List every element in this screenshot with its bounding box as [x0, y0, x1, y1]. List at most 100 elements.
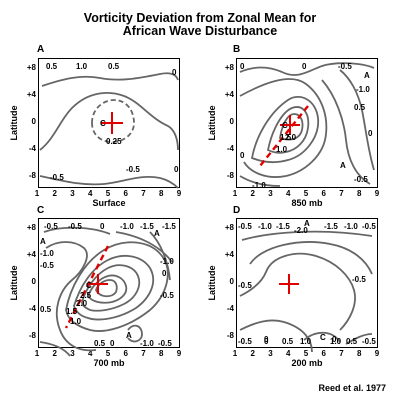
panel-c-xtick: 8 — [159, 349, 164, 358]
panel-b-contour-label: A — [340, 161, 346, 170]
panel-b-ytick: -4 — [226, 144, 234, 153]
panel-c-contour-label: 1.0 — [70, 317, 82, 326]
panel-b-contour-label: 0 — [240, 151, 245, 160]
panel-b-contour-label: 0 — [240, 62, 245, 71]
panel-a-contour-label: 0.5 — [108, 62, 120, 71]
panel-d-ytick: -8 — [226, 331, 234, 340]
panel-c-contour-label: -0.5 — [44, 222, 58, 231]
panel-c-xtick: 5 — [105, 349, 111, 358]
panel-b-ytick: +8 — [224, 63, 234, 72]
panel-b-xtick: 1 — [232, 189, 238, 198]
panel-d-contour-label: -0.5 — [362, 222, 376, 231]
panel-d-contour-label: -1.0 — [258, 222, 272, 231]
panel-d-contour-label: -0.5 — [238, 281, 252, 290]
panel-c-contour-label: -1.5 — [162, 222, 176, 231]
panel-b-contour-label: A — [364, 71, 370, 80]
panel-a-xtick: 9 — [176, 189, 182, 198]
panel-d-contour-label: 0.5 — [282, 337, 294, 346]
panel-c-xtick: 3 — [70, 349, 75, 358]
panel-a-xtick: 5 — [105, 189, 111, 198]
panel-b-letter: B — [233, 44, 241, 55]
citation-credit: Reed et al. 1977 — [318, 383, 386, 393]
panel-b-xtick: 8 — [357, 189, 362, 198]
panel-c-xtick: 6 — [123, 349, 128, 358]
panel-b-contour-label: C — [282, 121, 288, 130]
panel-c-contour-label: C — [86, 281, 92, 290]
panel-c-ytick: 0 — [31, 277, 36, 286]
panel-c-contour-label: 0 — [110, 339, 115, 348]
panel-d-contour-label: -1.0 — [344, 222, 358, 231]
panel-c-contour-label: 0 — [162, 269, 167, 278]
panel-b-ytick: -8 — [226, 171, 234, 180]
panel-a-letter: A — [37, 44, 45, 55]
panel-d-xtick: 1 — [232, 349, 238, 358]
panel-d-contour-label: A — [304, 219, 310, 228]
panel-c-contour-label: A — [40, 237, 46, 246]
panel-b-xtick: 3 — [268, 189, 273, 198]
panel-d-ytick: +4 — [224, 250, 234, 259]
panel-c-ytick: +4 — [26, 250, 36, 259]
panel-c-contour-label: -0.5 — [160, 291, 174, 300]
panel-d-letter: D — [233, 205, 241, 216]
panel-b-ytick: +4 — [224, 90, 234, 99]
panel-a-frame — [38, 58, 180, 188]
figure-title-line-2: African Wave Disturbance — [122, 24, 278, 38]
panel-a-level: Surface — [92, 198, 126, 208]
panel-b-contour-label: -1.0 — [252, 181, 266, 190]
panel-a-contours — [39, 72, 179, 189]
panel-a-ytick: +8 — [26, 63, 36, 72]
panel-a-xtick: 1 — [34, 189, 40, 198]
panel-a-xtick: 6 — [123, 189, 128, 198]
panel-c-contour-label: 0.5 — [40, 305, 52, 314]
panel-d-ytick: +8 — [224, 223, 234, 232]
panel-b-xtick: 5 — [303, 189, 309, 198]
panel-d-xtick: 4 — [286, 349, 291, 358]
panel-c-contour-label: 0 — [100, 222, 105, 231]
panel-c-contour-label: A — [154, 229, 160, 238]
panel-c-xtick: 4 — [88, 349, 93, 358]
panel-b-ytick: 0 — [229, 117, 234, 126]
panel-a-contour-label: C — [100, 119, 106, 128]
panel-d-contour-label: -1.5 — [276, 222, 290, 231]
panel-c-contour-label: 1.5 — [66, 307, 78, 316]
panel-d-contours — [239, 230, 373, 353]
panel-c-xtick: 1 — [34, 349, 40, 358]
panel-b-contour-label: 1.5 — [280, 133, 292, 142]
panel-d-frame — [236, 218, 378, 348]
panel-d-xtick: 3 — [268, 349, 273, 358]
panel-c-contour-label: -1.5 — [140, 222, 154, 231]
panel-d-xtick: 8 — [357, 349, 362, 358]
panel-c-ytick: -4 — [28, 304, 36, 313]
panel-c-letter: C — [37, 205, 45, 216]
panel-d-xtick: 2 — [250, 349, 255, 358]
panel-d-contour-label: 0 — [332, 335, 337, 344]
panel-b-contour-label: 1.0 — [276, 145, 288, 154]
panel-b-contour-label: -0.5 — [338, 62, 352, 71]
panel-d-contour-label: 1.0 — [300, 337, 312, 346]
panel-b-xtick: 9 — [374, 189, 380, 198]
panel-d-ytick: 0 — [229, 277, 234, 286]
panel-d-contour-label: 1.0 — [330, 337, 342, 346]
panel-c-contour-label: 2.5 — [80, 291, 92, 300]
panel-d-contour-label: 0.5 — [346, 337, 358, 346]
panel-b-contour-label: -0.5 — [354, 175, 368, 184]
panel-a-contour-label: 1.0 — [76, 62, 88, 71]
panel-c-contour-label: -1.0 — [120, 222, 134, 231]
panel-d-contour-label: -0.5 — [238, 222, 252, 231]
panel-b-contours — [239, 62, 375, 187]
panel-c-xtick: 2 — [52, 349, 57, 358]
panel-a-xtick: 4 — [88, 189, 93, 198]
panel-c-contour-label: 0.5 — [94, 339, 106, 348]
panel-a-contour-label: -0.5 — [50, 173, 64, 182]
panel-c-xtick: 7 — [141, 349, 146, 358]
panel-d-contour-label: -2.0 — [294, 226, 308, 235]
panel-a-ytick: +4 — [26, 90, 36, 99]
panel-a-contour-label: 0 — [172, 68, 177, 77]
panel-c-ytick: -8 — [28, 331, 36, 340]
panel-c-contour-label: -0.5 — [158, 339, 172, 348]
panel-b-contour-label: 0 — [368, 129, 373, 138]
panel-c-contour-label: -0.5 — [68, 222, 82, 231]
panel-a-xtick: 2 — [52, 189, 57, 198]
panel-d-xtick: 7 — [339, 349, 344, 358]
panel-c-contour-label: A — [126, 331, 132, 340]
